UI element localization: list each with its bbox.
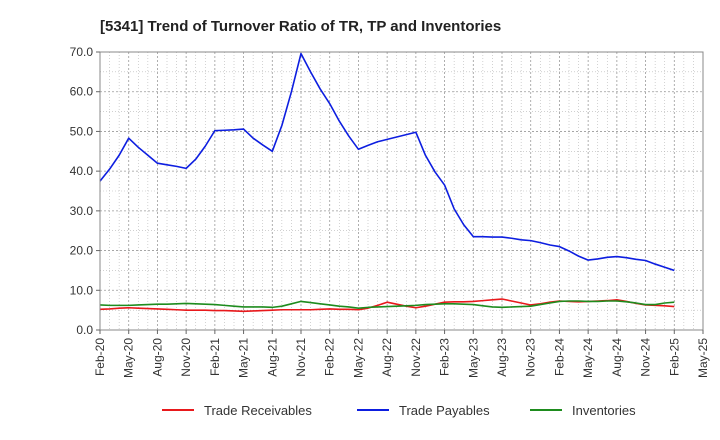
- x-tick-label: May-24: [581, 338, 595, 378]
- x-tick-label: Nov-23: [524, 338, 538, 377]
- x-tick-label: Feb-24: [552, 338, 566, 376]
- legend-label: Inventories: [572, 403, 636, 418]
- y-tick-label: 20.0: [70, 244, 94, 258]
- x-tick-label: Feb-20: [93, 338, 107, 376]
- x-tick-label: May-21: [237, 338, 251, 378]
- x-tick-label: Nov-20: [179, 338, 193, 377]
- x-tick-label: Feb-23: [438, 338, 452, 376]
- legend-label: Trade Payables: [399, 403, 490, 418]
- x-tick-label: Aug-20: [150, 338, 164, 377]
- x-tick-label: Nov-21: [294, 338, 308, 377]
- x-tick-label: Aug-21: [265, 338, 279, 377]
- x-axis: Feb-20 May-20 Aug-20 Nov-20 Feb-21 May-21 Aug-…: [93, 330, 710, 378]
- series-line-inventories: [99, 300, 675, 309]
- x-tick-label: Feb-22: [323, 338, 337, 376]
- y-tick-label: 70.0: [70, 45, 94, 59]
- x-tick-label: May-23: [466, 338, 480, 378]
- legend: Trade Receivables Trade Payables Inventori…: [162, 403, 636, 418]
- x-tick-label: May-22: [351, 338, 365, 378]
- chart-title: [5341] Trend of Turnover Ratio of TR, TP…: [100, 18, 501, 35]
- y-tick-label: 60.0: [70, 85, 94, 99]
- y-tick-label: 0.0: [76, 323, 93, 337]
- x-tick-label: Feb-25: [667, 338, 681, 376]
- series-line-trade-payables: [99, 52, 675, 272]
- x-tick-label: May-25: [696, 338, 710, 378]
- x-tick-label: Aug-22: [380, 338, 394, 377]
- x-tick-label: Feb-21: [208, 338, 222, 376]
- series-layer: [99, 52, 675, 313]
- legend-label: Trade Receivables: [204, 403, 312, 418]
- grid: [99, 51, 704, 331]
- x-tick-label: Nov-22: [409, 338, 423, 377]
- y-tick-label: 30.0: [70, 204, 94, 218]
- x-tick-label: Nov-24: [639, 338, 653, 377]
- y-axis: 0.0 10.0 20.0 30.0 40.0 50.0 60.0 70.0: [70, 45, 100, 337]
- y-tick-label: 40.0: [70, 164, 94, 178]
- plot-frame: [99, 51, 704, 331]
- x-tick-label: May-20: [122, 338, 136, 378]
- y-tick-label: 50.0: [70, 124, 94, 138]
- y-tick-label: 10.0: [70, 283, 94, 297]
- x-tick-label: Aug-23: [495, 338, 509, 377]
- plot-area: [100, 52, 703, 330]
- x-tick-label: Aug-24: [610, 338, 624, 377]
